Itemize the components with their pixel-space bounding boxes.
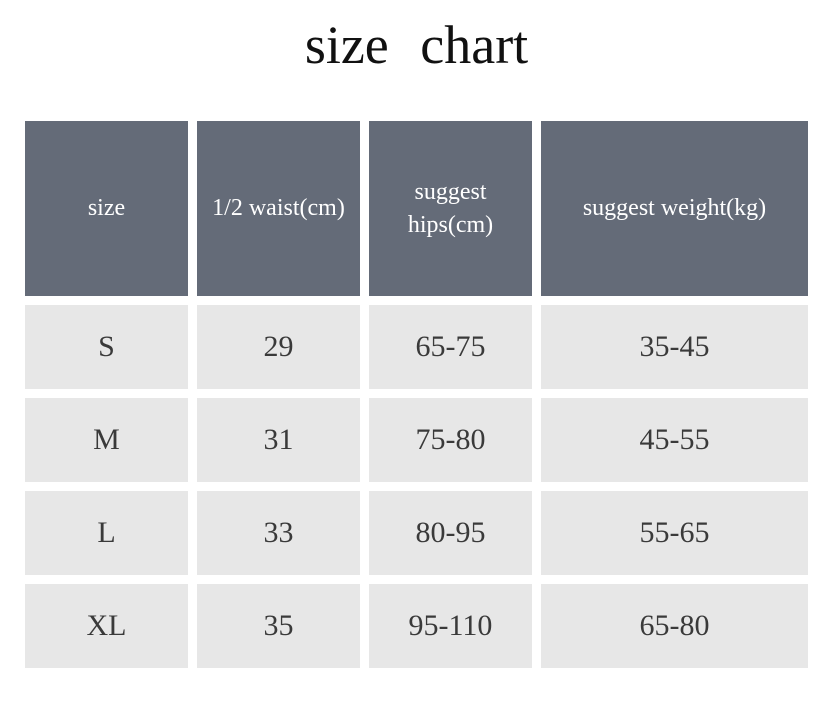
table-cell: 65-80: [541, 584, 808, 668]
table-cell-text: S: [98, 330, 115, 363]
table-cell: 31: [197, 398, 360, 482]
table-cell-text: 45-55: [639, 423, 710, 456]
table-cell: 95-110: [369, 584, 532, 668]
table-cell-text: XL: [86, 609, 127, 642]
table-cell: 35-45: [541, 305, 808, 389]
table-cell-text: 35: [263, 609, 294, 642]
table-cell: 65-75: [369, 305, 532, 389]
table-cell-text: 35-45: [639, 330, 710, 363]
header-cell-text: suggest hips(cm): [407, 179, 494, 238]
table-cell: S: [25, 305, 188, 389]
table-cell: 80-95: [369, 491, 532, 575]
table-cell: 35: [197, 584, 360, 668]
header-cell: suggest weight(kg): [541, 121, 808, 296]
table-cell-text: 75-80: [415, 423, 486, 456]
table-cell-text: L: [97, 516, 116, 549]
table-cell: 55-65: [541, 491, 808, 575]
header-cell-text: 1/2 waist(cm): [212, 195, 345, 222]
table-cell-text: 31: [263, 423, 294, 456]
header-cell-text: size: [87, 195, 126, 222]
table-cell-text: 33: [263, 516, 294, 549]
table-cell-text: 65-75: [415, 330, 486, 363]
table-cell: XL: [25, 584, 188, 668]
table-cell-text: 80-95: [415, 516, 486, 549]
table-cell-text: 29: [263, 330, 294, 363]
table-cell-text: 55-65: [639, 516, 710, 549]
table-cell-text: M: [93, 423, 120, 456]
header-cell: 1/2 waist(cm): [197, 121, 360, 296]
header-cell: suggest hips(cm): [369, 121, 532, 296]
table-cell: 75-80: [369, 398, 532, 482]
table-cell: M: [25, 398, 188, 482]
page-title: size chart: [304, 15, 529, 75]
table-cell: 29: [197, 305, 360, 389]
table-cell: L: [25, 491, 188, 575]
header-cell-text: suggest weight(kg): [582, 195, 767, 222]
table-cell: 33: [197, 491, 360, 575]
table-cell-text: 95-110: [408, 609, 493, 642]
table-cell-text: 65-80: [639, 609, 710, 642]
header-cell: size: [25, 121, 188, 296]
table-cell: 45-55: [541, 398, 808, 482]
